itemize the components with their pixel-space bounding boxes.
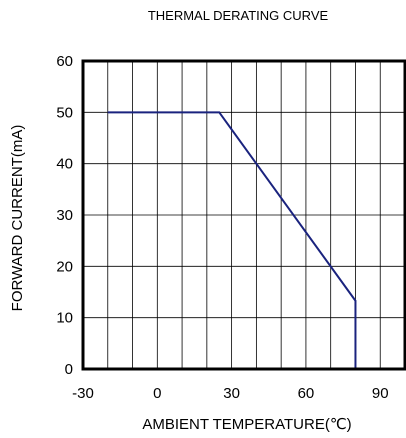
x-tick-label: 90 [372,385,389,402]
y-tick-labels: 0 10 20 30 40 50 60 [56,53,73,378]
y-tick-label: 20 [56,258,73,275]
y-tick-label: 40 [56,156,73,173]
y-tick-label: 10 [56,310,73,327]
x-tick-label: 30 [223,385,240,402]
x-tick-label: 60 [298,385,315,402]
y-tick-label: 50 [56,104,73,121]
y-tick-label: 30 [56,207,73,224]
x-tick-label: 0 [153,385,161,402]
x-axis-label: AMBIENT TEMPERATURE(℃) [142,416,351,433]
y-tick-label: 0 [65,361,73,378]
x-tick-labels: -30 0 30 60 90 [72,385,388,402]
plot-frame [81,59,406,371]
grid [83,61,405,369]
y-tick-label: 60 [56,53,73,70]
x-tick-label: -30 [72,385,94,402]
chart-title: THERMAL DERATING CURVE [148,8,329,23]
y-axis-label: FORWARD CURRENT(mA) [9,125,26,312]
